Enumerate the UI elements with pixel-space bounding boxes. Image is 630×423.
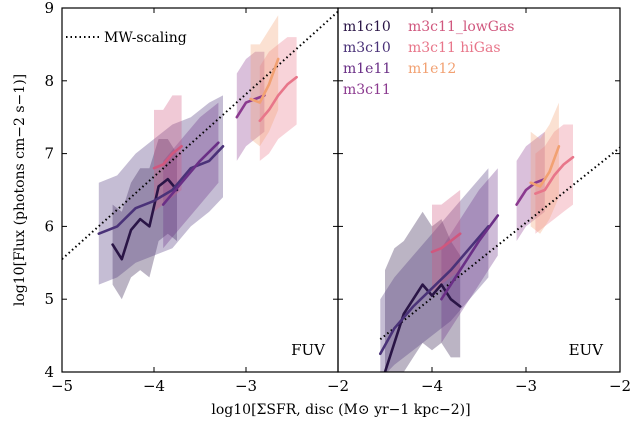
legend-m3c11: m3c11 [343, 82, 391, 98]
fuv-line-m1e12 [249, 57, 280, 104]
euv-panel-frame [337, 7, 621, 373]
euv-series-lines [378, 145, 575, 372]
y-tick-label: 5 [44, 290, 54, 308]
y-tick-label: 6 [44, 217, 54, 235]
x-tick-label: −3 [235, 377, 257, 395]
fuv-reference-line [62, 10, 338, 260]
fuv-band-m3c11-lowgas [154, 95, 182, 212]
euv-band-m3c11-higas [535, 124, 573, 234]
x-tick-label: −4 [421, 377, 443, 395]
axis-ticks: 4 5 6 7 8 9 −5 −4 −3 −2 −4 −3 −2 [44, 0, 630, 395]
y-tick-label: 7 [44, 145, 54, 163]
euv-panel-label: EUV [569, 341, 605, 359]
fuv-line-m1c10 [111, 177, 179, 261]
x-tick-label: −2 [609, 377, 630, 395]
y-tick-label: 9 [44, 0, 54, 17]
x-tick-label: −3 [515, 377, 537, 395]
fuv-band-m1e12 [250, 15, 279, 147]
euv-line-m1c10 [383, 283, 462, 372]
fuv-line-m3c11-lowgas [152, 145, 183, 170]
x-tick-label: −4 [143, 377, 165, 395]
fuv-line-m3c10 [97, 145, 225, 235]
euv-band-m1c10 [385, 211, 461, 372]
euv-line-m1e12 [529, 145, 561, 188]
fuv-band-m3c11-higas [259, 37, 297, 161]
euv-line-m3c11 [515, 177, 547, 206]
legend-m1e11: m1e11 [343, 61, 391, 77]
legend-m3c11-higas: m3c11 hiGas [408, 40, 501, 56]
legend-mw-scaling-label: MW-scaling [104, 30, 187, 46]
fuv-band-m1e11 [163, 102, 219, 249]
x-tick-label: −5 [51, 377, 73, 395]
legend-m1c10: m1c10 [343, 19, 391, 35]
fuv-band-m3c11 [236, 51, 265, 161]
fuv-line-m3c11-higas [258, 75, 298, 123]
y-tick-label: 4 [44, 363, 54, 381]
fuv-panel-label: FUV [291, 341, 326, 359]
fuv-mw-scaling-line [62, 10, 338, 260]
euv-band-m1e12 [530, 102, 559, 234]
euv-band-m3c10 [380, 168, 489, 372]
euv-line-m3c11-higas [534, 155, 575, 195]
fuv-line-m1e11 [161, 141, 220, 206]
x-tick-label: −2 [327, 377, 349, 395]
euv-line-m3c10 [378, 225, 490, 356]
fuv-line-m3c11 [235, 94, 266, 119]
legend: MW-scaling m1c10 m3c10 m1e11 m3c11 m3c11… [66, 19, 514, 98]
y-tick-label: 8 [44, 72, 54, 90]
fuv-series-lines [97, 57, 298, 261]
euv-line-m3c11-lowgas [430, 232, 462, 254]
legend-m1e12: m1e12 [408, 61, 456, 77]
legend-m3c10: m3c10 [343, 40, 391, 56]
euv-line-m1e11 [440, 214, 500, 301]
x-axis-label: log10[ΣSFR, disc (M⊙ yr−1 kpc−2)] [211, 402, 470, 418]
legend-m3c11-lowgas: m3c11_lowGas [408, 19, 514, 35]
fuv-band-m1c10 [112, 139, 177, 300]
y-axis-label: log10[Flux (photons cm−2 s−1)] [12, 74, 28, 306]
